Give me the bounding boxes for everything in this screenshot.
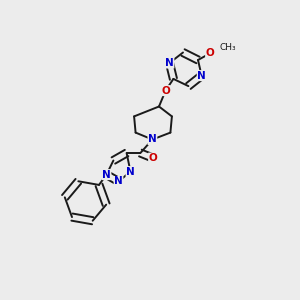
Text: N: N bbox=[126, 167, 135, 177]
Text: O: O bbox=[148, 153, 158, 163]
Text: O: O bbox=[161, 85, 170, 96]
Text: O: O bbox=[206, 48, 214, 59]
Text: N: N bbox=[148, 134, 157, 145]
Text: N: N bbox=[165, 58, 174, 68]
Text: N: N bbox=[102, 169, 111, 180]
Text: N: N bbox=[114, 176, 123, 187]
Text: N: N bbox=[197, 70, 206, 81]
Text: CH₃: CH₃ bbox=[219, 44, 236, 52]
